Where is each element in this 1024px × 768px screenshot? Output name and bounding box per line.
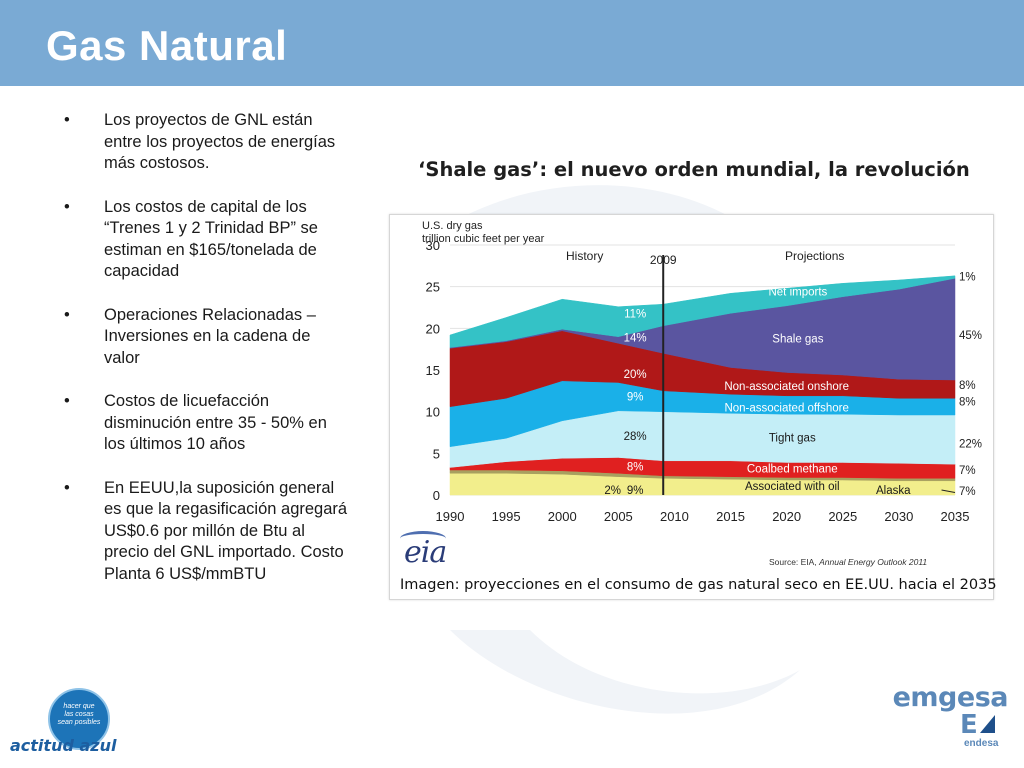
series-label: Non-associated onshore <box>724 381 849 393</box>
chart-title-line: trillion cubic feet per year <box>422 233 545 245</box>
title-bar: Gas Natural <box>0 0 1024 86</box>
share-label-2035: 8% <box>959 380 976 392</box>
share-label-2009: 2% <box>604 485 621 497</box>
projections-label: Projections <box>785 249 844 263</box>
bullet-item: • Operaciones Relacionadas – Inversiones … <box>58 305 348 370</box>
bullet-text: En EEUU,la suposición general es que la … <box>104 478 348 583</box>
bullet-item: • Los costos de capital de los “Trenes 1 … <box>58 197 348 283</box>
share-label-2009: 20% <box>624 369 647 381</box>
series-label: Non-associated offshore <box>724 403 848 415</box>
endesa-triangle-icon <box>980 715 995 733</box>
badge-line: sean posibles <box>57 719 101 726</box>
series-label: Coalbed methane <box>747 463 838 475</box>
share-label-2035: 7% <box>959 486 976 498</box>
share-label-2035: 45% <box>959 330 982 342</box>
x-tick-label: 2000 <box>548 509 577 524</box>
chart-heading: ‘Shale gas’: el nuevo orden mundial, la … <box>418 158 970 181</box>
chart-figure: U.S. dry gas trillion cubic feet per year… <box>389 214 997 600</box>
x-tick-label: 2025 <box>828 509 857 524</box>
badge-line: hacer que <box>63 703 95 710</box>
badge-circle: hacer que las cosas sean posibles <box>48 688 110 750</box>
bullet-item: • Costos de licuefacción disminución entr… <box>58 391 348 456</box>
x-tick-label: 2035 <box>941 509 970 524</box>
bullet-text: Los costos de capital de los “Trenes 1 y… <box>104 197 318 281</box>
endesa-e-mark: E <box>960 710 978 740</box>
bullet-item: • En EEUU,la suposición general es que la… <box>58 478 348 586</box>
bullet-text: Los proyectos de GNL están entre los pro… <box>104 111 336 172</box>
y-tick-label: 25 <box>426 280 440 295</box>
bullet-list: • Los proyectos de GNL están entre los pr… <box>58 110 348 607</box>
bullet-text: Costos de licuefacción disminución entre… <box>104 392 327 453</box>
y-tick-label: 15 <box>426 363 440 378</box>
actitud-azul-badge: hacer que las cosas sean posibles actitu… <box>8 686 118 756</box>
share-label-2035: 22% <box>959 438 982 450</box>
x-tick-label: 2020 <box>772 509 801 524</box>
emgesa-logo: emgesa E endesa <box>893 682 1009 758</box>
endesa-wordmark: endesa <box>964 738 999 749</box>
share-label-2009: 14% <box>624 333 647 345</box>
bullet-text: Operaciones Relacionadas – Inversiones e… <box>104 305 316 367</box>
bullet-dot: • <box>64 197 70 216</box>
series-label: Shale gas <box>772 333 823 345</box>
emgesa-wordmark: emgesa <box>892 682 1009 713</box>
y-tick-label: 10 <box>426 405 440 420</box>
y-tick-label: 20 <box>426 321 440 336</box>
share-label-2009: 28% <box>624 431 647 443</box>
slide-title: Gas Natural <box>46 22 288 69</box>
y-tick-label: 5 <box>433 446 440 461</box>
series-label: Associated with oil <box>745 481 840 493</box>
chart-source: Source: EIA, Annual Energy Outlook 2011 <box>769 557 927 567</box>
bullet-dot: • <box>64 305 70 324</box>
share-label-2009: 9% <box>627 485 644 497</box>
divider-label: 2009 <box>650 253 677 267</box>
series-label: Net imports <box>768 287 827 299</box>
x-tick-label: 2015 <box>716 509 745 524</box>
chart-caption: Imagen: proyecciones en el consumo de ga… <box>400 577 997 593</box>
share-label-2009: 9% <box>627 392 644 404</box>
x-tick-label: 2010 <box>660 509 689 524</box>
chart-title-line: U.S. dry gas <box>422 220 483 232</box>
share-label-2035: 7% <box>959 465 976 477</box>
share-label-2035: 8% <box>959 397 976 409</box>
share-label-2035: 1% <box>959 272 976 284</box>
x-tick-label: 1995 <box>492 509 521 524</box>
share-label-2009: 11% <box>624 308 646 320</box>
badge-text: hacer que las cosas sean posibles <box>50 703 108 727</box>
bullet-dot: • <box>64 478 70 497</box>
history-label: History <box>566 249 603 263</box>
bullet-dot: • <box>64 392 70 410</box>
eia-logo-swoosh <box>400 531 446 546</box>
alaska-pointer <box>941 489 956 493</box>
y-tick-label: 30 <box>426 238 440 253</box>
bullet-item: • Los proyectos de GNL están entre los pr… <box>58 110 348 175</box>
bullet-dot: • <box>64 111 70 129</box>
badge-tagline: actitud azul <box>10 736 117 755</box>
series-label: Tight gas <box>769 433 816 445</box>
series-label: Alaska <box>876 485 911 497</box>
y-tick-label: 0 <box>433 488 440 503</box>
x-tick-label: 2030 <box>884 509 913 524</box>
chart-source-title: Annual Energy Outlook 2011 <box>819 557 928 567</box>
share-label-2009: 8% <box>627 462 644 474</box>
eia-logo: eia <box>400 531 447 570</box>
badge-line: las cosas <box>64 711 94 718</box>
chart-source-prefix: Source: EIA, <box>769 557 820 567</box>
x-tick-label: 2005 <box>604 509 633 524</box>
x-tick-label: 1990 <box>436 509 465 524</box>
area-net-imports <box>449 275 956 348</box>
